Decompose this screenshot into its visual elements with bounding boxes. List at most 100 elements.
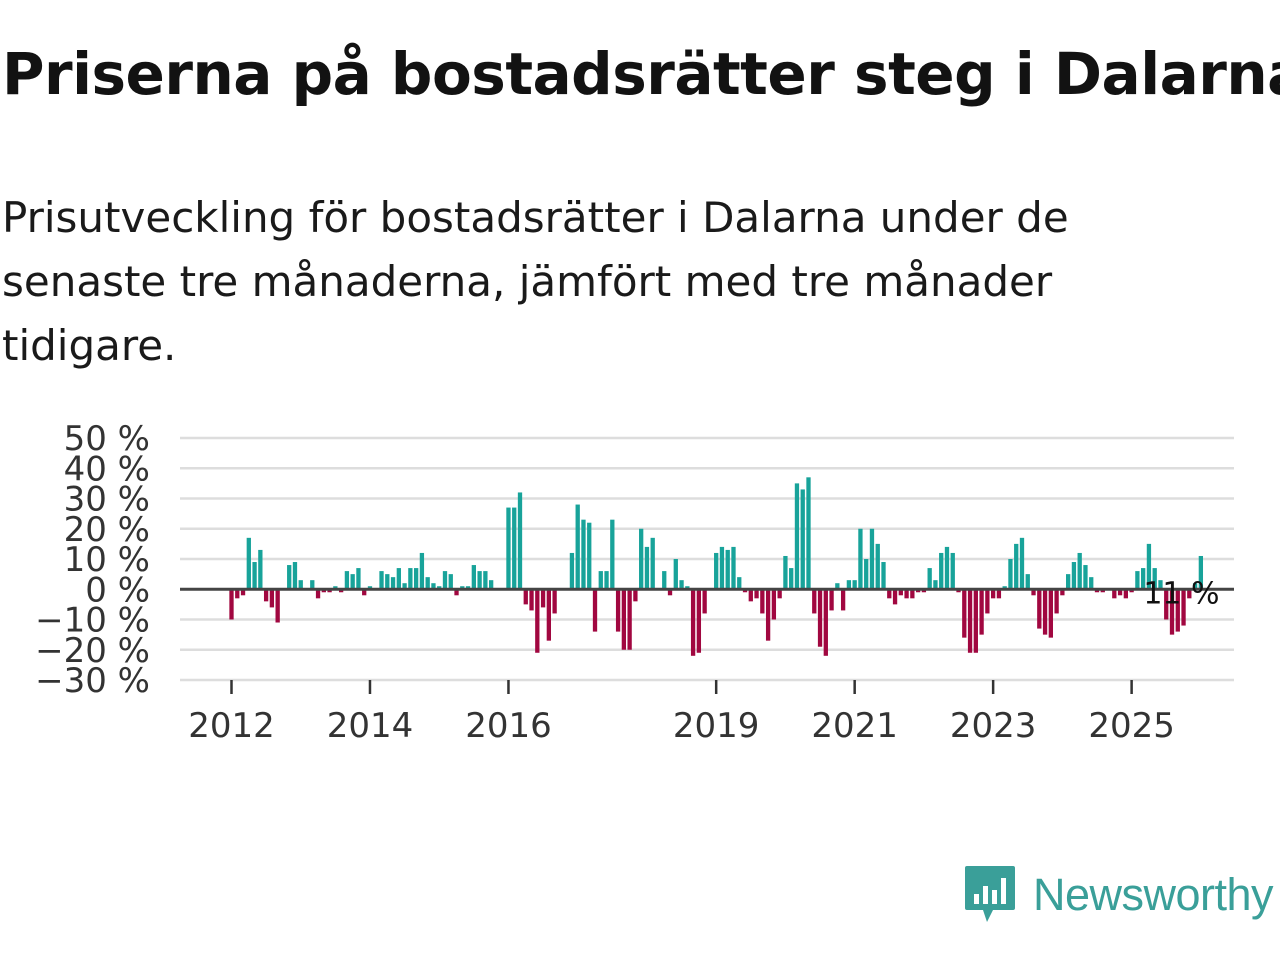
bar xyxy=(921,589,927,593)
bar xyxy=(535,589,540,653)
bar xyxy=(1071,562,1077,590)
bar xyxy=(875,543,880,590)
bar xyxy=(517,492,523,590)
bar xyxy=(760,589,765,614)
bar xyxy=(615,589,621,632)
bar xyxy=(367,586,373,590)
bar xyxy=(598,571,603,590)
bar xyxy=(292,562,298,590)
bar xyxy=(1164,589,1169,620)
bar xyxy=(1008,559,1013,590)
bar xyxy=(385,574,390,590)
bar xyxy=(1002,586,1007,590)
bar xyxy=(315,589,321,599)
bar xyxy=(1060,589,1065,596)
bar xyxy=(258,549,263,590)
bar xyxy=(789,568,794,590)
bar xyxy=(1192,583,1198,590)
bar xyxy=(1100,589,1105,593)
bar xyxy=(408,568,413,590)
bar xyxy=(235,589,240,599)
bar xyxy=(431,583,436,590)
bar xyxy=(800,489,805,590)
y-tick-label: 20 % xyxy=(64,510,150,550)
y-tick-label: 30 % xyxy=(64,480,150,520)
bar xyxy=(973,589,978,653)
bar xyxy=(1066,574,1071,590)
x-axis: 2012 2014 2016 2019 2021 2023 2025 xyxy=(188,680,1175,746)
bar xyxy=(887,589,892,599)
bar xyxy=(1019,537,1025,590)
bar xyxy=(483,571,488,590)
bar xyxy=(454,589,459,596)
bar xyxy=(246,537,251,590)
y-tick-label: −10 % xyxy=(35,601,150,641)
bar xyxy=(898,589,903,596)
bar xyxy=(869,528,875,590)
bar xyxy=(1158,580,1163,590)
bar xyxy=(1054,589,1059,614)
bar xyxy=(835,583,840,590)
bar xyxy=(771,589,777,620)
bar xyxy=(667,589,673,596)
bar xyxy=(627,589,632,650)
bar xyxy=(996,589,1002,599)
x-tick-label: 2019 xyxy=(673,706,760,746)
bar xyxy=(356,568,361,590)
bar xyxy=(1117,589,1123,596)
bar xyxy=(396,568,401,590)
x-tick-label: 2014 xyxy=(327,706,414,746)
bar xyxy=(1129,589,1134,593)
bar xyxy=(679,580,684,590)
bar xyxy=(783,555,788,590)
bar xyxy=(1152,568,1157,590)
bar xyxy=(275,589,280,623)
bar xyxy=(1031,589,1036,596)
bar xyxy=(806,477,811,590)
bar xyxy=(967,589,973,653)
bar xyxy=(581,519,586,590)
bar xyxy=(794,483,800,590)
bar xyxy=(413,568,419,590)
bar xyxy=(858,528,863,590)
bar xyxy=(460,586,465,590)
bar xyxy=(829,589,834,611)
bar xyxy=(823,589,828,656)
bar xyxy=(910,589,915,599)
bar xyxy=(523,589,528,605)
bar xyxy=(575,504,580,590)
bar xyxy=(644,546,650,590)
bar xyxy=(939,552,944,590)
y-tick-label: −20 % xyxy=(35,631,150,671)
bar xyxy=(425,577,430,590)
bar xyxy=(287,565,292,590)
bar xyxy=(1094,589,1100,593)
bar xyxy=(604,571,609,590)
bar xyxy=(1014,543,1019,590)
newsworthy-logo-icon xyxy=(965,866,1015,922)
bar xyxy=(379,571,384,590)
y-tick-label: −30 % xyxy=(35,661,150,701)
bar xyxy=(881,562,886,590)
bar xyxy=(1077,552,1082,590)
bar xyxy=(529,589,534,611)
bar xyxy=(737,577,742,590)
bar xyxy=(915,589,921,593)
bar xyxy=(731,546,736,590)
bar xyxy=(1169,589,1175,635)
bar xyxy=(1175,589,1180,632)
bar xyxy=(471,565,476,590)
bar xyxy=(437,586,442,590)
bar xyxy=(621,589,627,650)
grid-lines xyxy=(180,436,1234,682)
bar xyxy=(489,580,494,590)
bar xyxy=(633,589,638,602)
x-tick-label: 2025 xyxy=(1088,706,1175,746)
bar xyxy=(864,559,869,590)
bar xyxy=(442,571,448,590)
bar xyxy=(812,589,817,614)
bar xyxy=(777,589,782,599)
y-axis: 50 %40 %30 %20 %10 %0 %−10 %−20 %−30 % xyxy=(35,419,150,701)
latest-value-label: 11 % xyxy=(1143,577,1219,612)
bar xyxy=(840,589,846,611)
